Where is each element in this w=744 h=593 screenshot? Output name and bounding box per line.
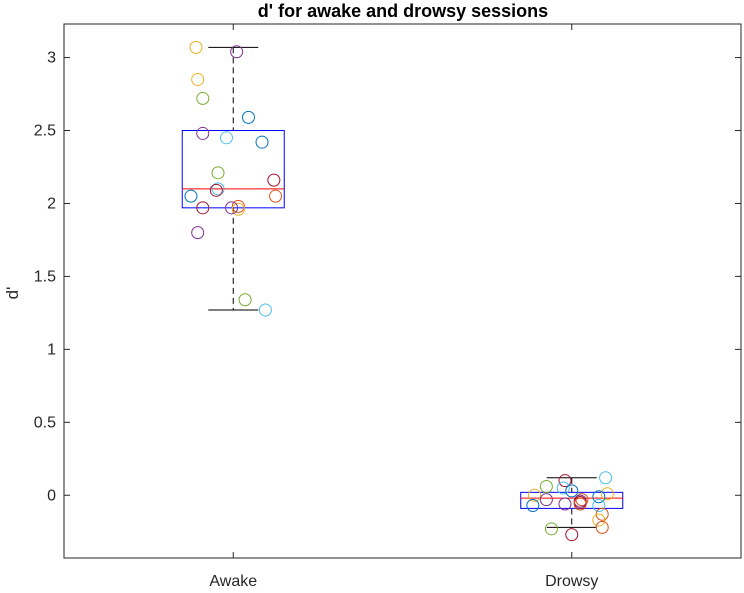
data-point (196, 126, 210, 140)
y-tick-label: 0 (47, 487, 56, 504)
data-point (573, 497, 587, 511)
data-point (196, 201, 210, 215)
data-point (209, 183, 223, 197)
data-point (191, 72, 205, 86)
data-point (544, 522, 558, 536)
data-point (230, 45, 244, 59)
data-point (238, 293, 252, 307)
y-tick-label: 2.5 (34, 123, 56, 140)
plot-area (63, 23, 742, 559)
data-point (599, 471, 613, 485)
data-point (225, 201, 239, 215)
y-tick-label: 3 (47, 50, 56, 67)
data-point (191, 226, 205, 240)
data-point (211, 182, 225, 196)
y-tick-label: 1 (47, 341, 56, 358)
data-point (267, 173, 281, 187)
data-point (189, 40, 203, 54)
data-point (595, 520, 609, 534)
data-point (600, 487, 614, 501)
chart-title: d' for awake and drowsy sessions (258, 1, 548, 21)
data-point (558, 497, 572, 511)
data-point (184, 189, 198, 203)
data-point (526, 498, 540, 512)
y-tick-label: 2 (47, 195, 56, 212)
data-point (255, 135, 269, 149)
x-tick-label: Drowsy (545, 573, 598, 590)
data-point (592, 513, 606, 527)
data-point (565, 528, 579, 542)
x-tick-label: Awake (209, 573, 257, 590)
data-point (231, 202, 245, 216)
y-axis-label: d' (3, 287, 22, 300)
data-point (269, 189, 283, 203)
data-point (558, 474, 572, 488)
data-point (231, 199, 245, 213)
chart-marks: 0 0.5 1 1.5 2 2.5 3 Awake Drowsy (34, 24, 741, 590)
data-point (528, 488, 542, 502)
data-point (539, 493, 553, 507)
data-point (565, 484, 579, 498)
data-point (196, 91, 210, 105)
data-point (592, 498, 606, 512)
data-point (592, 490, 606, 504)
data-point (539, 480, 553, 494)
data-point (258, 303, 272, 317)
box (520, 491, 624, 509)
y-tick-label: 1.5 (34, 268, 56, 285)
box (181, 130, 285, 209)
data-point (241, 110, 255, 124)
y-tick-label: 0.5 (34, 414, 56, 431)
data-point (211, 166, 225, 180)
data-point (219, 131, 233, 145)
data-point (556, 481, 570, 495)
